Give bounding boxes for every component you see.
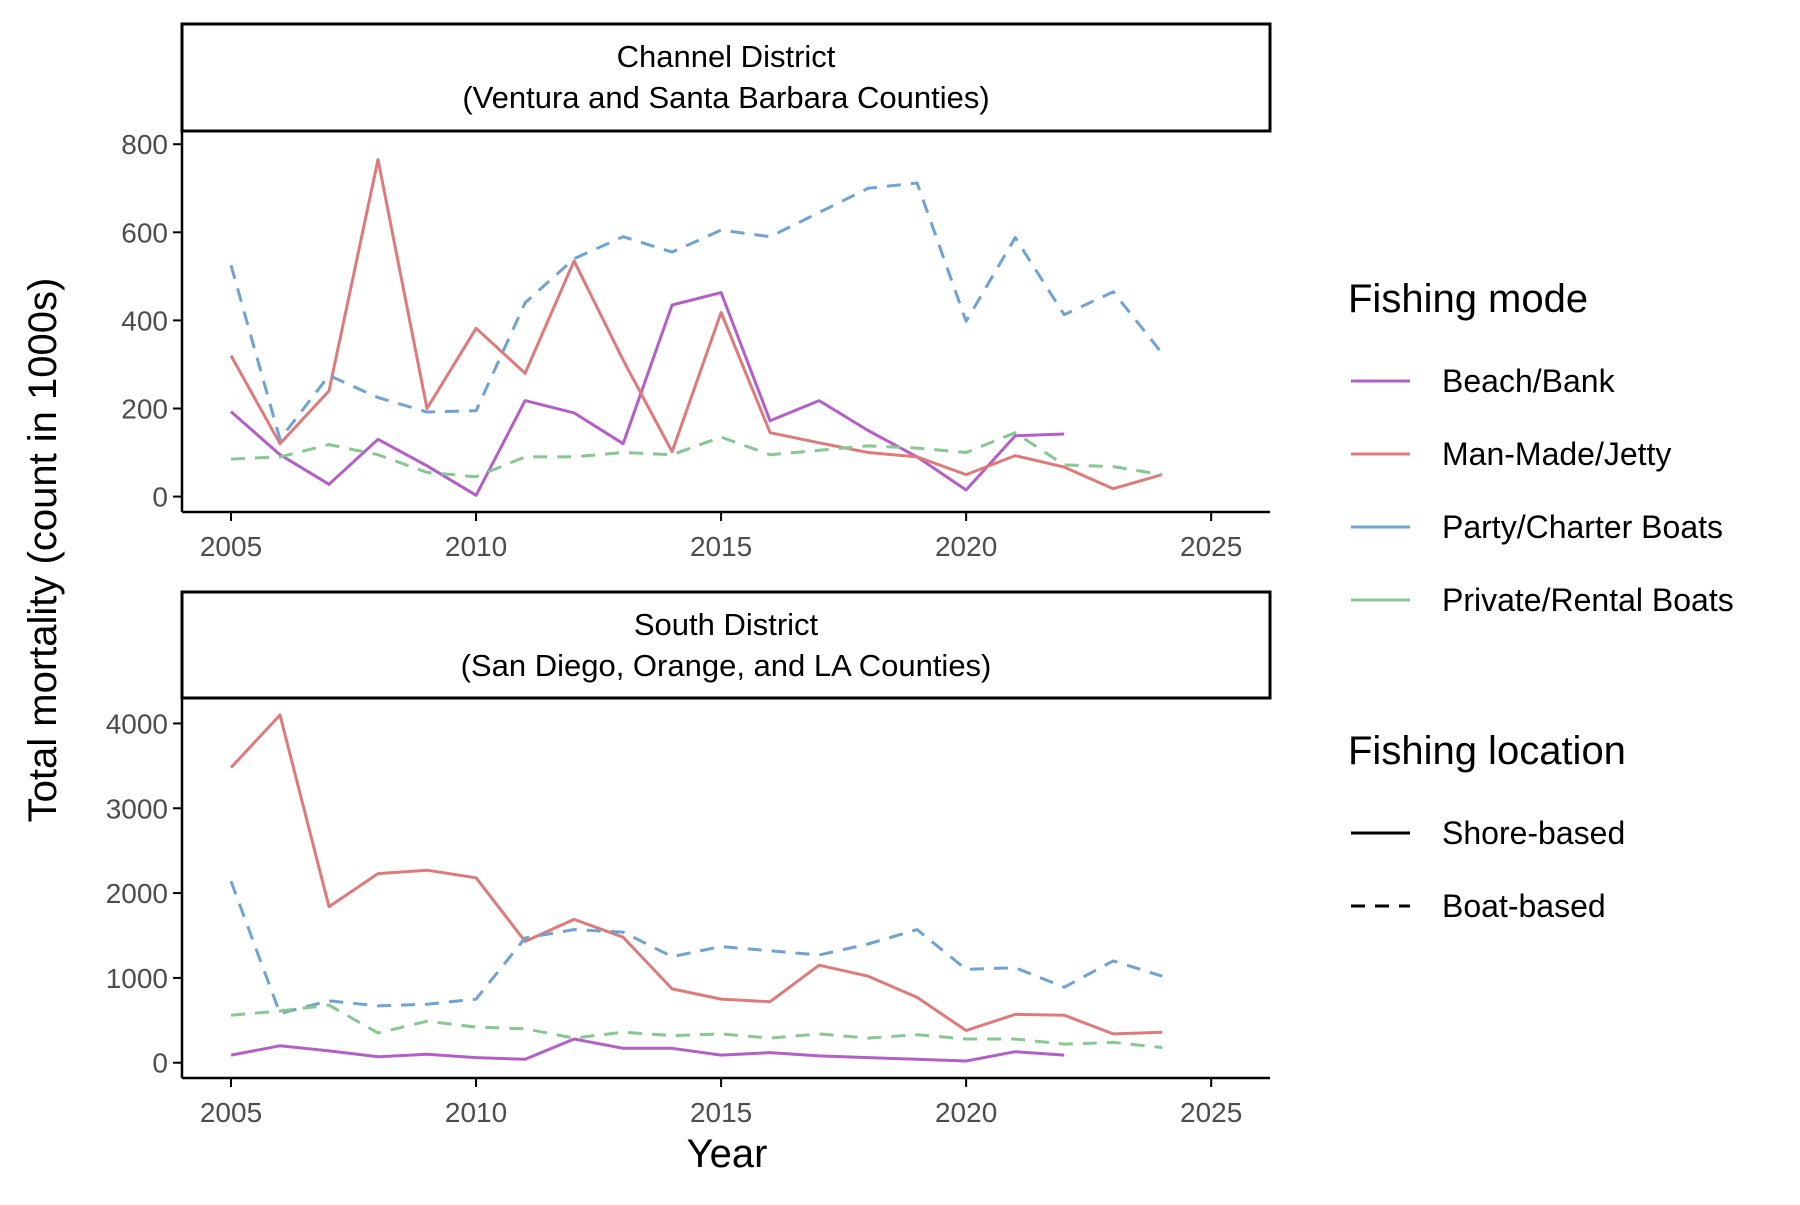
y-axis-title: Total mortality (count in 1000s) xyxy=(21,278,65,823)
facet-strip-subtitle: (Ventura and Santa Barbara Counties) xyxy=(462,80,989,115)
x-tick-label: 2020 xyxy=(935,1097,997,1128)
y-tick-label: 3000 xyxy=(106,793,168,824)
y-tick-label: 2000 xyxy=(106,878,168,909)
legend-location-label: Shore-based xyxy=(1442,815,1625,851)
facet-strip-subtitle: (San Diego, Orange, and LA Counties) xyxy=(461,648,992,683)
series-line-beach-bank xyxy=(230,1037,1065,1063)
x-tick-label: 2005 xyxy=(200,531,262,562)
y-tick-label: 600 xyxy=(121,217,168,248)
legend-location-label: Boat-based xyxy=(1442,888,1606,924)
x-tick-label: 2025 xyxy=(1180,531,1242,562)
legend-mode-label: Beach/Bank xyxy=(1442,363,1616,399)
x-axis-title: Year xyxy=(687,1132,768,1176)
facet-strip-title: South District xyxy=(634,607,819,642)
x-tick-label: 2015 xyxy=(690,531,752,562)
series-line-party-charter-boats xyxy=(229,880,1163,1015)
y-tick-label: 400 xyxy=(121,305,168,336)
x-tick-label: 2015 xyxy=(690,1097,752,1128)
facet-strip xyxy=(180,22,1272,133)
y-tick-label: 200 xyxy=(121,393,168,424)
series-line-man-made-jetty xyxy=(229,713,1163,1036)
legend-mode-label: Private/Rental Boats xyxy=(1442,582,1734,618)
series-line-party-charter-boats xyxy=(229,181,1164,441)
x-tick-label: 2010 xyxy=(445,1097,507,1128)
y-tick-label: 0 xyxy=(152,1048,168,1079)
y-tick-label: 4000 xyxy=(106,708,168,739)
facet-strip xyxy=(180,590,1272,700)
legend-mode-label: Man-Made/Jetty xyxy=(1442,436,1671,472)
legend-mode-label: Party/Charter Boats xyxy=(1442,509,1723,545)
y-tick-label: 1000 xyxy=(106,963,168,994)
y-tick-label: 800 xyxy=(121,129,168,160)
series-line-private-rental-boats xyxy=(230,1003,1163,1049)
x-tick-label: 2025 xyxy=(1180,1097,1242,1128)
legend-location-title: Fishing location xyxy=(1348,729,1626,773)
series-line-man-made-jetty xyxy=(229,158,1163,491)
series-line-beach-bank xyxy=(230,291,1065,497)
x-tick-label: 2020 xyxy=(935,531,997,562)
facet-strip-title: Channel District xyxy=(617,39,836,74)
series-line-private-rental-boats xyxy=(230,431,1163,479)
y-tick-label: 0 xyxy=(152,482,168,513)
x-tick-label: 2005 xyxy=(200,1097,262,1128)
legend-mode-title: Fishing mode xyxy=(1348,277,1588,321)
x-tick-label: 2010 xyxy=(445,531,507,562)
